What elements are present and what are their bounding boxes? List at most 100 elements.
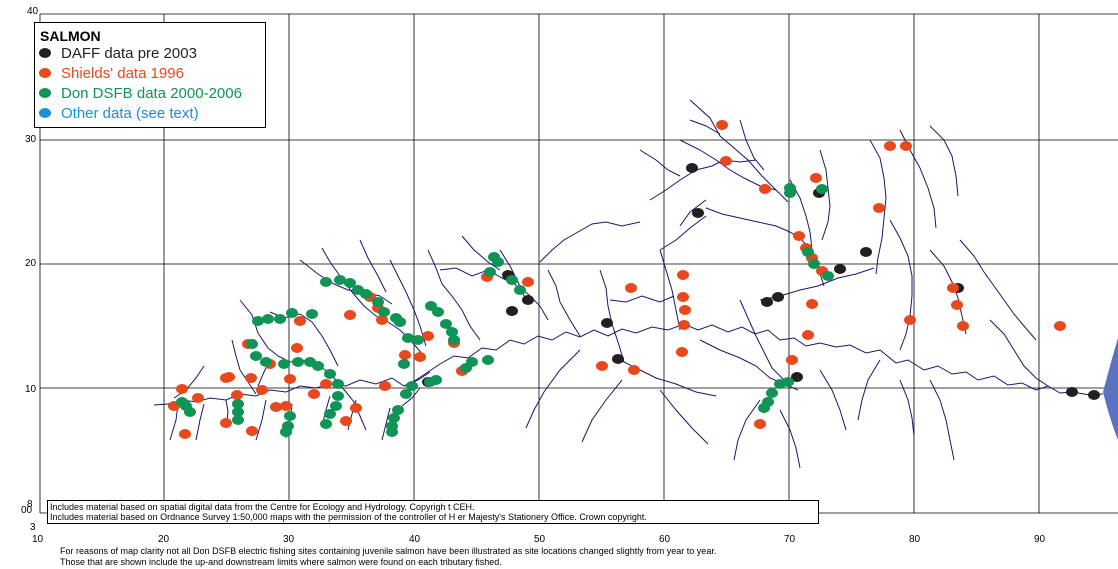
legend-item: DAFF data pre 2003 <box>35 45 265 63</box>
footnote-line: Those that are shown include the up-and … <box>60 557 502 567</box>
shields-site-marker <box>679 305 691 315</box>
river-line <box>427 249 481 341</box>
shields-site-marker <box>231 390 243 400</box>
shields-site-marker <box>1054 321 1066 331</box>
shields-site-marker <box>810 173 822 183</box>
dsfb-site-marker <box>808 259 820 269</box>
river-line <box>359 239 387 293</box>
shields-site-marker <box>873 203 885 213</box>
river-line <box>689 119 721 135</box>
legend-marker <box>39 88 51 98</box>
shields-site-marker <box>320 379 332 389</box>
dsfb-site-marker <box>312 361 324 371</box>
daff-site-marker <box>686 163 698 173</box>
x-tick-label: 20 <box>158 534 170 545</box>
river-line <box>439 267 549 321</box>
shields-site-marker <box>284 374 296 384</box>
daff-site-marker <box>860 247 872 257</box>
river-line <box>381 407 391 441</box>
shields-site-marker <box>786 355 798 365</box>
map-legend: SALMON DAFF data pre 2003 Shields' data … <box>34 22 266 128</box>
shields-site-marker <box>884 141 896 151</box>
dsfb-site-marker <box>402 333 414 343</box>
legend-label: Shields' data 1996 <box>61 65 184 82</box>
shields-site-marker <box>625 283 637 293</box>
dsfb-site-marker <box>252 316 264 326</box>
dsfb-site-marker <box>324 409 336 419</box>
dsfb-site-marker <box>262 314 274 324</box>
daff-site-marker <box>791 372 803 382</box>
shields-site-marker <box>900 141 912 151</box>
footnote-line: For reasons of map clarity not all Don D… <box>60 546 717 556</box>
dsfb-site-marker <box>492 257 504 267</box>
dsfb-site-marker <box>482 355 494 365</box>
shields-site-marker <box>522 277 534 287</box>
river-line <box>929 125 959 197</box>
shields-site-marker <box>256 385 268 395</box>
legend-marker <box>39 68 51 78</box>
dsfb-site-marker <box>344 278 356 288</box>
dsfb-site-marker <box>320 277 332 287</box>
shields-site-marker <box>720 156 732 166</box>
daff-site-marker <box>601 318 613 328</box>
river-line <box>389 259 427 347</box>
river-line <box>679 139 777 191</box>
river-line <box>659 389 709 445</box>
river-line <box>989 319 1049 387</box>
dsfb-site-marker <box>250 351 262 361</box>
daff-site-marker <box>506 306 518 316</box>
dsfb-site-marker <box>412 335 424 345</box>
dsfb-site-marker <box>394 317 406 327</box>
shields-site-marker <box>716 120 728 130</box>
daff-site-marker <box>692 208 704 218</box>
shields-site-marker <box>676 347 688 357</box>
shields-site-marker <box>291 343 303 353</box>
shields-site-marker <box>344 310 356 320</box>
river-line <box>649 159 757 201</box>
river-line <box>959 239 1037 341</box>
dsfb-site-marker <box>332 391 344 401</box>
dsfb-site-marker <box>432 307 444 317</box>
dsfb-site-marker <box>292 357 304 367</box>
shields-site-marker <box>677 292 689 302</box>
dsfb-site-marker <box>274 314 286 324</box>
dsfb-site-marker <box>506 275 518 285</box>
dsfb-site-marker <box>400 389 412 399</box>
river-line <box>733 399 761 461</box>
shields-site-marker <box>294 316 306 326</box>
river-line <box>779 409 801 469</box>
legend-item: Don DSFB data 2000-2006 <box>35 85 265 103</box>
dsfb-site-marker <box>332 379 344 389</box>
shields-site-marker <box>793 231 805 241</box>
shields-site-marker <box>220 373 232 383</box>
shields-site-marker <box>414 352 426 362</box>
dsfb-site-marker <box>330 401 342 411</box>
dsfb-site-marker <box>246 339 258 349</box>
dsfb-site-marker <box>440 319 452 329</box>
river-line <box>679 199 707 227</box>
river-line <box>889 219 913 351</box>
dsfb-site-marker <box>176 397 188 407</box>
river-line <box>689 99 789 203</box>
river-line <box>195 403 205 441</box>
dsfb-site-marker <box>360 289 372 299</box>
dsfb-site-marker <box>232 407 244 417</box>
river-line <box>153 377 405 406</box>
dsfb-site-marker <box>514 285 526 295</box>
dsfb-site-marker <box>484 267 496 277</box>
dsfb-site-marker <box>446 327 458 337</box>
shields-site-marker <box>280 401 292 411</box>
dsfb-site-marker <box>232 399 244 409</box>
dsfb-site-marker <box>466 357 478 367</box>
shields-site-marker <box>628 365 640 375</box>
credit-line: Includes material based on Ordnance Surv… <box>50 512 647 522</box>
river-line <box>639 149 681 177</box>
river-line <box>929 379 955 461</box>
estuary <box>1103 338 1118 440</box>
river-line <box>599 269 625 363</box>
river-line <box>403 323 1104 396</box>
shields-site-marker <box>179 429 191 439</box>
shields-site-marker <box>220 418 232 428</box>
dsfb-site-marker <box>766 388 778 398</box>
dsfb-site-marker <box>822 271 834 281</box>
